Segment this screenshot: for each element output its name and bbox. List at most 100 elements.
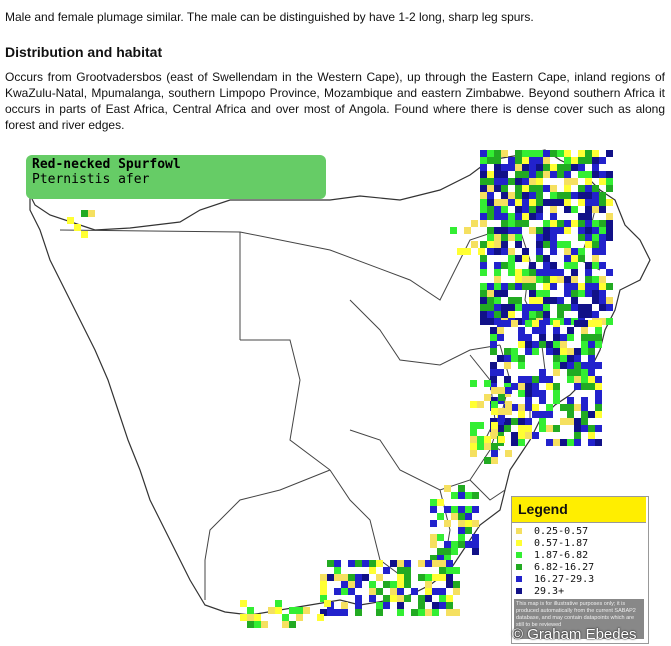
occurrence-cell — [564, 157, 571, 164]
occurrence-cell — [529, 178, 536, 185]
occurrence-cell — [425, 560, 432, 567]
occurrence-cell — [348, 581, 355, 588]
occurrence-cell — [491, 387, 498, 394]
occurrence-cell — [578, 304, 585, 311]
occurrence-cell — [515, 185, 522, 192]
occurrence-cell — [581, 369, 588, 376]
occurrence-cell — [518, 355, 525, 362]
occurrence-cell — [546, 383, 553, 390]
occurrence-cell — [487, 192, 494, 199]
occurrence-cell — [522, 185, 529, 192]
occurrence-cell — [595, 397, 602, 404]
occurrence-cell — [348, 560, 355, 567]
occurrence-cell — [588, 341, 595, 348]
occurrence-cell — [446, 567, 453, 574]
occurrence-cell — [508, 304, 515, 311]
occurrence-cell — [369, 567, 376, 574]
occurrence-cell — [574, 369, 581, 376]
occurrence-cell — [508, 248, 515, 255]
occurrence-cell — [522, 304, 529, 311]
border-line — [469, 479, 506, 501]
occurrence-cell — [564, 318, 571, 325]
occurrence-cell — [532, 327, 539, 334]
occurrence-cell — [567, 404, 574, 411]
occurrence-cell — [529, 269, 536, 276]
occurrence-cell — [470, 429, 477, 436]
occurrence-cell — [511, 439, 518, 446]
occurrence-cell — [543, 276, 550, 283]
occurrence-cell — [564, 199, 571, 206]
occurrence-cell — [592, 227, 599, 234]
occurrence-cell — [553, 341, 560, 348]
occurrence-cell — [508, 283, 515, 290]
occurrence-cell — [480, 304, 487, 311]
occurrence-cell — [501, 199, 508, 206]
occurrence-cell — [504, 355, 511, 362]
occurrence-cell — [550, 199, 557, 206]
occurrence-cell — [472, 548, 479, 555]
occurrence-cell — [536, 290, 543, 297]
occurrence-cell — [487, 234, 494, 241]
occurrence-cell — [484, 436, 491, 443]
occurrence-cell — [453, 581, 460, 588]
legend-swatch — [516, 576, 522, 582]
occurrence-cell — [581, 341, 588, 348]
occurrence-cell — [451, 513, 458, 520]
occurrence-cell — [536, 304, 543, 311]
occurrence-cell — [518, 383, 525, 390]
occurrence-cell — [432, 609, 439, 616]
occurrence-cell — [553, 348, 560, 355]
occurrence-cell — [553, 369, 560, 376]
occurrence-cell — [430, 506, 437, 513]
occurrence-cell — [470, 436, 477, 443]
occurrence-cell — [458, 520, 465, 527]
occurrence-cell — [550, 227, 557, 234]
occurrence-cell — [557, 318, 564, 325]
occurrence-cell — [522, 255, 529, 262]
occurrence-cell — [341, 602, 348, 609]
occurrence-cell — [81, 210, 88, 217]
occurrence-cell — [487, 311, 494, 318]
legend-header: Legend — [512, 497, 646, 523]
occurrence-cell — [560, 404, 567, 411]
occurrence-cell — [444, 555, 451, 562]
occurrence-cell — [508, 199, 515, 206]
occurrence-cell — [508, 234, 515, 241]
occurrence-cell — [539, 327, 546, 334]
occurrence-cell — [439, 595, 446, 602]
occurrence-cell — [511, 348, 518, 355]
occurrence-cell — [581, 376, 588, 383]
occurrence-cell — [550, 150, 557, 157]
occurrence-cell — [446, 560, 453, 567]
occurrence-cell — [320, 609, 327, 616]
occurrence-cell — [571, 283, 578, 290]
occurrence-cell — [599, 241, 606, 248]
occurrence-cell — [539, 425, 546, 432]
occurrence-cell — [606, 318, 613, 325]
occurrence-cell — [550, 171, 557, 178]
occurrence-cell — [334, 574, 341, 581]
occurrence-cell — [480, 297, 487, 304]
occurrence-cell — [341, 588, 348, 595]
occurrence-cell — [390, 581, 397, 588]
occurrence-cell — [355, 581, 362, 588]
occurrence-cell — [487, 283, 494, 290]
occurrence-cell — [453, 567, 460, 574]
occurrence-cell — [334, 567, 341, 574]
occurrence-cell — [550, 276, 557, 283]
occurrence-cell — [490, 327, 497, 334]
occurrence-cell — [515, 220, 522, 227]
occurrence-cell — [480, 311, 487, 318]
occurrence-cell — [494, 304, 501, 311]
occurrence-cell — [501, 171, 508, 178]
occurrence-cell — [525, 376, 532, 383]
occurrence-cell — [581, 362, 588, 369]
occurrence-cell — [592, 297, 599, 304]
occurrence-cell — [585, 192, 592, 199]
occurrence-cell — [536, 234, 543, 241]
occurrence-cell — [578, 311, 585, 318]
occurrence-cell — [571, 290, 578, 297]
occurrence-cell — [550, 262, 557, 269]
occurrence-cell — [425, 609, 432, 616]
species-title-box: Red-necked Spurfowl Pternistis afer — [26, 155, 326, 199]
